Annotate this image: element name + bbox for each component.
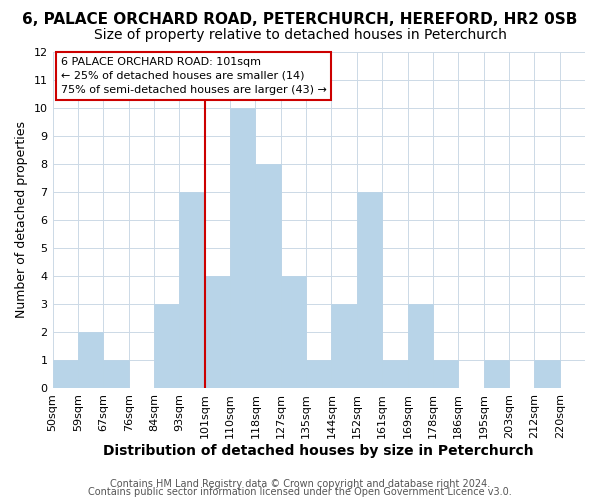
Y-axis label: Number of detached properties: Number of detached properties (15, 122, 28, 318)
Text: Contains HM Land Registry data © Crown copyright and database right 2024.: Contains HM Land Registry data © Crown c… (110, 479, 490, 489)
Bar (433, 360, 458, 388)
Bar (331, 304, 357, 388)
Bar (357, 192, 382, 388)
Bar (407, 304, 433, 388)
Bar (205, 276, 230, 388)
Text: Contains public sector information licensed under the Open Government Licence v3: Contains public sector information licen… (88, 487, 512, 497)
Bar (534, 360, 560, 388)
Bar (382, 360, 407, 388)
Bar (230, 108, 256, 388)
Bar (179, 192, 205, 388)
Bar (306, 360, 331, 388)
Bar (78, 332, 103, 388)
Bar (103, 360, 128, 388)
X-axis label: Distribution of detached houses by size in Peterchurch: Distribution of detached houses by size … (103, 444, 534, 458)
Text: 6 PALACE ORCHARD ROAD: 101sqm
← 25% of detached houses are smaller (14)
75% of s: 6 PALACE ORCHARD ROAD: 101sqm ← 25% of d… (61, 56, 326, 94)
Bar (484, 360, 509, 388)
Text: Size of property relative to detached houses in Peterchurch: Size of property relative to detached ho… (94, 28, 506, 42)
Text: 6, PALACE ORCHARD ROAD, PETERCHURCH, HEREFORD, HR2 0SB: 6, PALACE ORCHARD ROAD, PETERCHURCH, HER… (22, 12, 578, 28)
Bar (281, 276, 306, 388)
Bar (154, 304, 179, 388)
Bar (53, 360, 78, 388)
Bar (256, 164, 281, 388)
